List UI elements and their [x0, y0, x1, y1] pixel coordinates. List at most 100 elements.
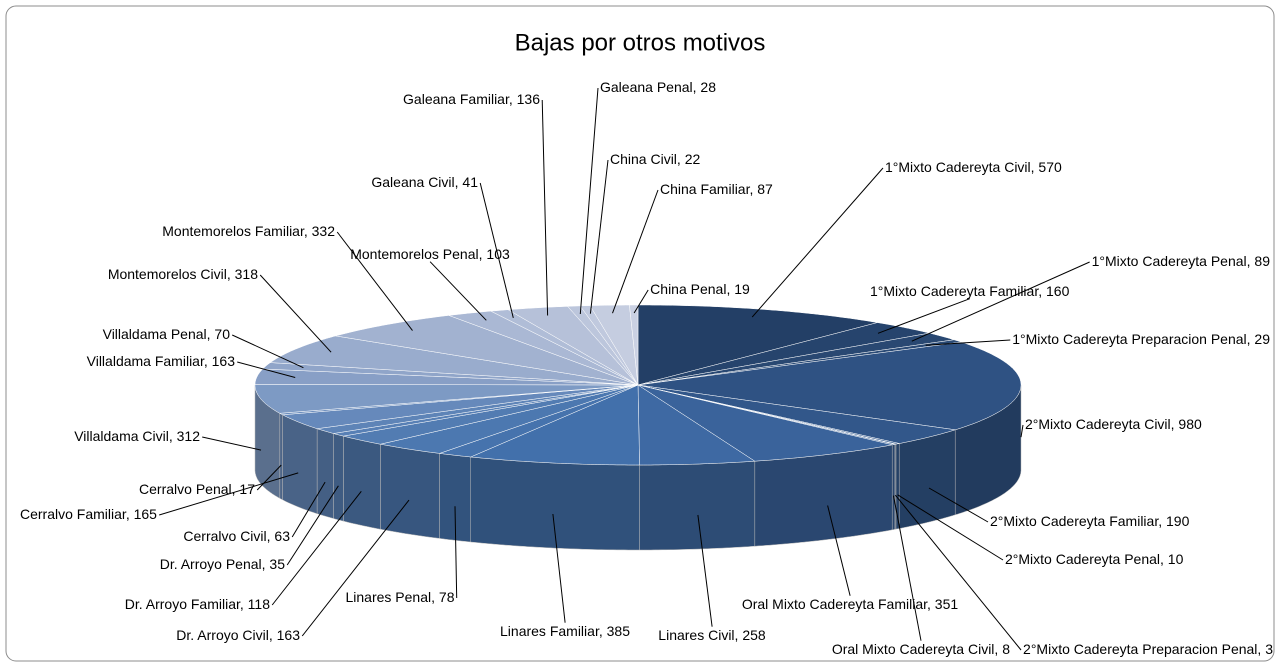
data-label: Oral Mixto Cadereyta Civil, 8 [832, 641, 1010, 657]
data-label-category: Oral Mixto Cadereyta Familiar [742, 596, 928, 612]
leader-line [479, 182, 514, 319]
slice [254, 384, 639, 414]
data-label-value: , 163 [269, 627, 300, 643]
data-label-category: Dr. Arroyo Familiar [125, 596, 241, 612]
slice [269, 335, 639, 386]
data-label-value: , 160 [1038, 283, 1069, 299]
leader-line [237, 361, 296, 378]
slice [439, 384, 639, 458]
leader-line [633, 289, 649, 314]
data-label: Linares Civil, 258 [658, 627, 766, 643]
slice [317, 384, 639, 434]
leader-line [1020, 424, 1024, 438]
slice [637, 384, 756, 466]
slice [637, 322, 930, 386]
data-label-category: 1°Mixto Cadereyta Civil [885, 159, 1031, 175]
slice [637, 384, 956, 444]
data-label-value: , 103 [479, 246, 510, 262]
data-label: Montemorelos Civil, 318 [108, 266, 258, 282]
leader-line [697, 514, 713, 627]
data-label-value: , 190 [1158, 513, 1189, 529]
data-label-category: 2°Mixto Cadereyta Familiar [990, 513, 1159, 529]
data-label: 2°Mixto Cadereyta Familiar, 190 [990, 513, 1190, 529]
leader-line [928, 487, 989, 523]
leader-line [256, 464, 282, 491]
slice-side [754, 444, 893, 547]
data-label: Linares Familiar, 385 [500, 623, 630, 639]
data-label: 1°Mixto Cadereyta Preparacion Penal, 29 [1012, 331, 1270, 347]
leader-line [336, 231, 413, 331]
data-label: 1°Mixto Cadereyta Penal, 89 [1092, 253, 1271, 269]
slice-side [282, 414, 318, 515]
data-label-value: , 87 [749, 181, 773, 197]
data-label-category: 2°Mixto Cadereyta Penal [1005, 551, 1160, 567]
data-label: 2°Mixto Cadereyta Preparacion Penal, 3 [1023, 641, 1273, 657]
data-label-category: Villaldama Familiar [87, 353, 205, 369]
data-label-category: 1°Mixto Cadereyta Familiar [870, 283, 1039, 299]
leader-line [893, 495, 922, 641]
data-label-category: 2°Mixto Cadereyta Civil [1025, 416, 1171, 432]
data-label: Villaldama Penal, 70 [103, 326, 231, 342]
data-label: China Penal, 19 [650, 281, 750, 297]
slice-side [639, 460, 756, 551]
data-label-category: Montemorelos Familiar [162, 223, 305, 239]
data-label-category: Oral Mixto Cadereyta Civil [832, 641, 995, 657]
slice [589, 304, 639, 386]
data-label-category: Villaldama Civil [74, 428, 169, 444]
data-label: Villaldama Familiar, 163 [87, 353, 236, 369]
slice-side [279, 412, 283, 501]
data-label-value: , 28 [693, 79, 717, 95]
leader-line [231, 334, 304, 369]
data-label: Dr. Arroyo Penal, 35 [160, 556, 286, 572]
data-label-category: Dr. Arroyo Civil [176, 627, 269, 643]
data-label-value: , 17 [232, 481, 256, 497]
data-label-value: , 89 [1247, 253, 1271, 269]
data-label: 1°Mixto Cadereyta Civil, 570 [885, 159, 1062, 175]
data-label: Dr. Arroyo Familiar, 118 [125, 596, 270, 612]
data-label: Cerralvo Civil, 63 [183, 528, 290, 544]
data-label-value: , 70 [207, 326, 231, 342]
slice [448, 310, 639, 386]
data-label: 2°Mixto Cadereyta Civil, 980 [1025, 416, 1202, 432]
slice [281, 384, 639, 429]
data-label-value: , 3 [1257, 641, 1273, 657]
slice-side [316, 428, 334, 519]
data-label-category: Galeana Penal [600, 79, 693, 95]
data-label: Galeana Penal, 28 [600, 79, 716, 95]
leader-line [589, 159, 609, 314]
data-label-value: , 41 [455, 174, 479, 190]
data-label-category: Montemorelos Penal [350, 246, 478, 262]
data-label-category: China Civil [610, 151, 677, 167]
data-label: China Civil, 22 [610, 151, 700, 167]
leader-line [271, 490, 362, 606]
data-label-value: , 10 [1160, 551, 1184, 567]
slice [343, 384, 639, 445]
leader-line [259, 274, 332, 353]
data-label: Cerralvo Penal, 17 [139, 481, 255, 497]
leader-line [159, 472, 299, 516]
data-label-category: Cerralvo Civil [183, 528, 266, 544]
data-label-value: , 63 [267, 528, 291, 544]
slice [629, 304, 639, 386]
data-label: 2°Mixto Cadereyta Penal, 10 [1005, 551, 1184, 567]
data-label-value: , 318 [227, 266, 258, 282]
slice [507, 306, 639, 386]
data-label-category: China Familiar [660, 181, 751, 197]
data-label-category: Galeana Familiar [403, 91, 510, 107]
data-label-category: Linares Familiar [500, 623, 600, 639]
data-label-value: , 22 [677, 151, 701, 167]
data-label: Dr. Arroyo Civil, 163 [176, 627, 300, 643]
leader-line [552, 513, 566, 623]
data-label-category: China Penal [650, 281, 726, 297]
data-label-value: , 258 [735, 627, 766, 643]
slice [637, 384, 893, 462]
leader-line [877, 298, 970, 334]
slice [489, 309, 639, 386]
slice [637, 332, 955, 386]
data-label-value: , 8 [994, 641, 1010, 657]
slice [335, 315, 639, 386]
data-label-value: , 163 [204, 353, 235, 369]
data-label-value: , 118 [240, 596, 270, 612]
data-label-category: Villaldama Penal [103, 326, 207, 342]
slice-side [343, 435, 381, 530]
